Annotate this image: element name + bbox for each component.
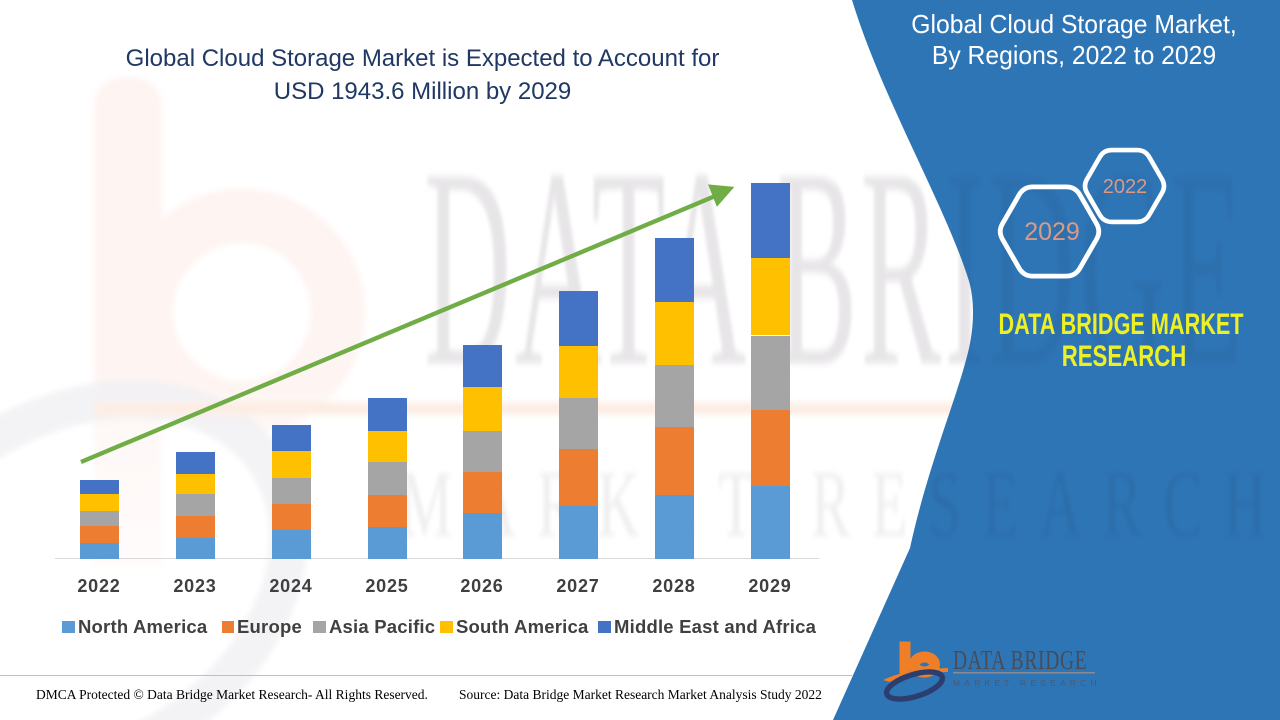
svg-text:MARKET RESEARCH: MARKET RESEARCH (953, 678, 1101, 688)
svg-text:2022: 2022 (1103, 176, 1148, 198)
svg-text:DATA BRIDGE: DATA BRIDGE (953, 646, 1087, 676)
svg-text:2029: 2029 (1024, 218, 1080, 246)
